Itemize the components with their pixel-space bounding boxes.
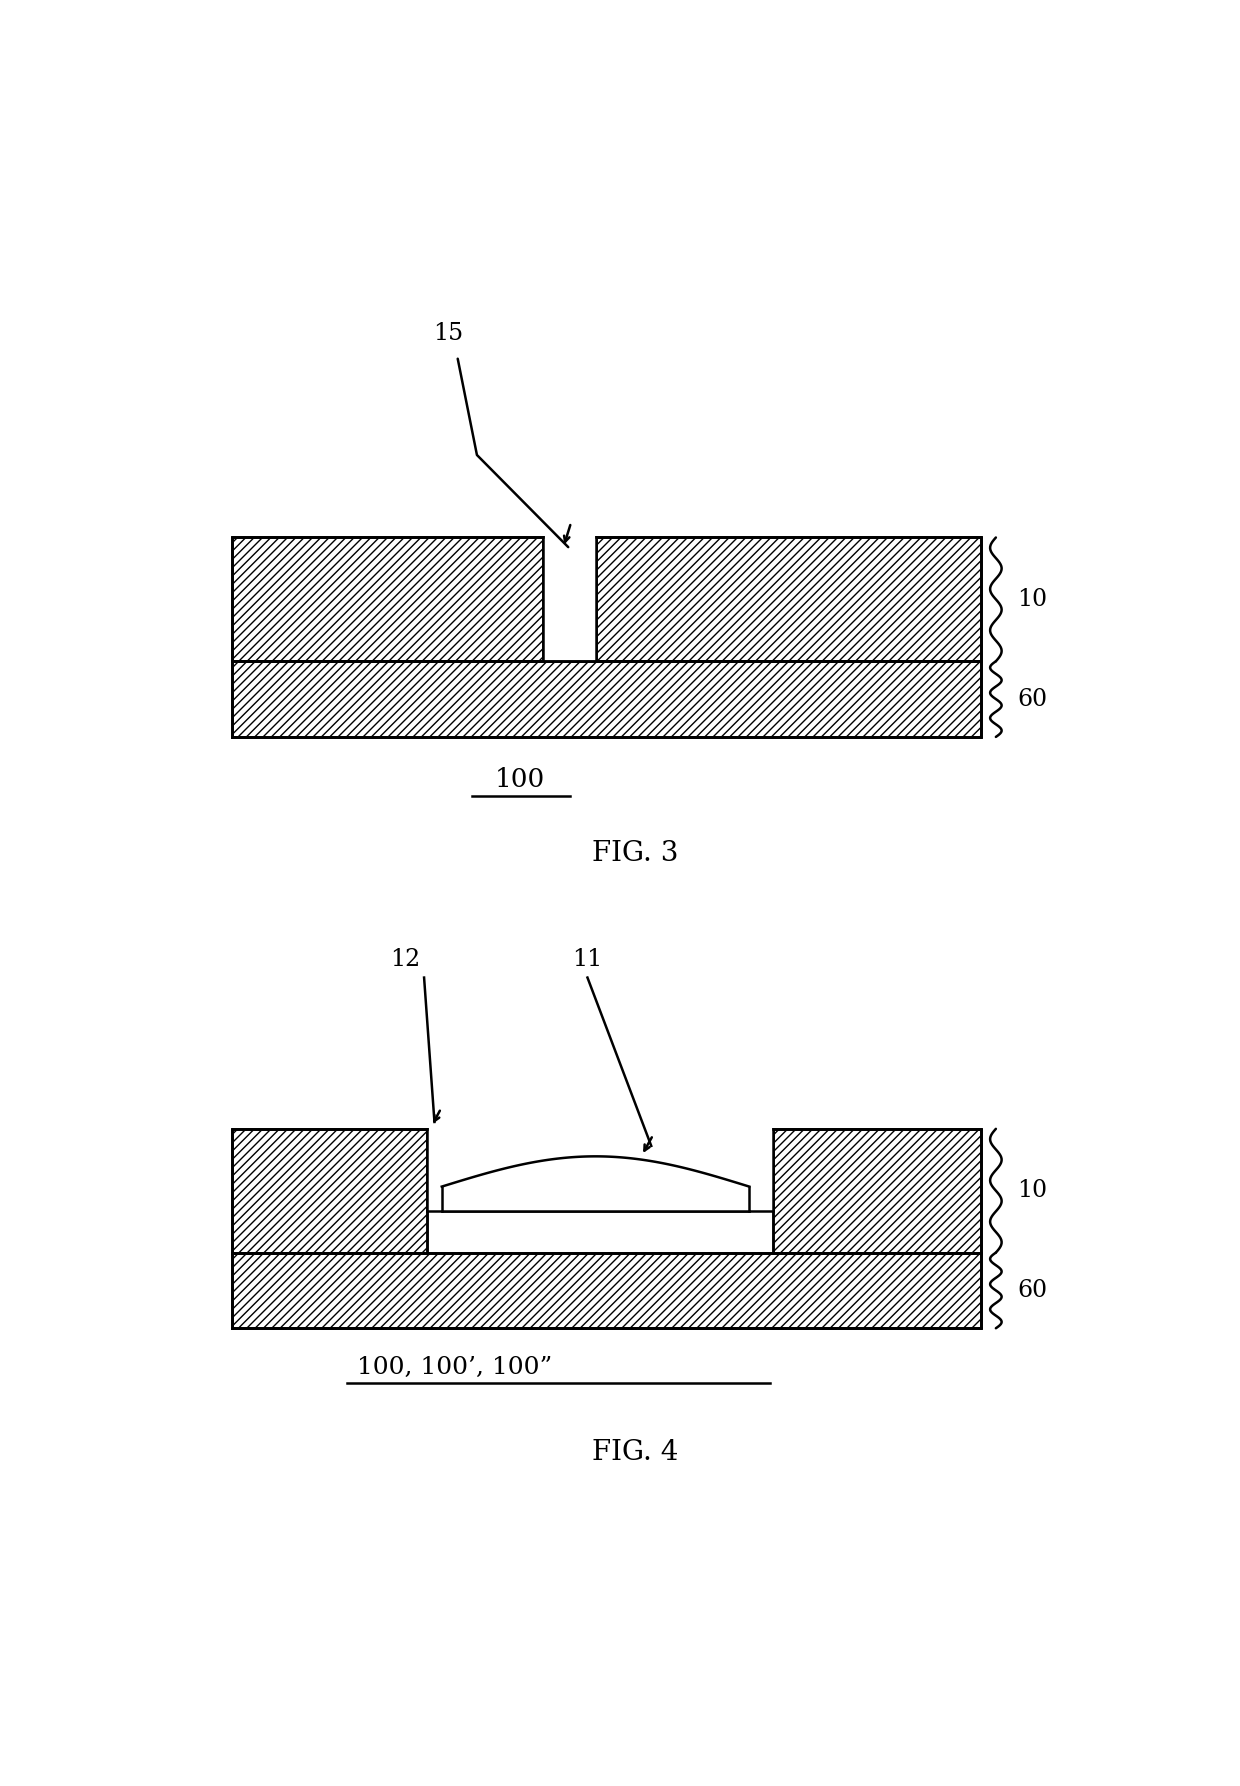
Bar [773, 1129, 982, 1252]
Bar [232, 661, 982, 738]
Text: FIG. 4: FIG. 4 [593, 1438, 678, 1466]
PathPatch shape [441, 1156, 749, 1211]
Text: 11: 11 [573, 948, 603, 972]
Text: 10: 10 [1017, 588, 1047, 611]
Bar [427, 1129, 773, 1211]
Bar [232, 1129, 427, 1252]
Bar [595, 538, 982, 661]
Text: 100, 100’, 100”: 100, 100’, 100” [357, 1356, 552, 1379]
Text: 12: 12 [389, 948, 420, 972]
Bar [543, 538, 595, 661]
Text: 15: 15 [433, 321, 464, 345]
Text: 100: 100 [495, 766, 546, 791]
Text: 60: 60 [1017, 1279, 1047, 1302]
Bar [232, 1252, 982, 1329]
Text: 60: 60 [1017, 688, 1047, 711]
Text: 10: 10 [1017, 1179, 1047, 1202]
Bar [232, 538, 543, 661]
Text: FIG. 3: FIG. 3 [593, 839, 678, 868]
